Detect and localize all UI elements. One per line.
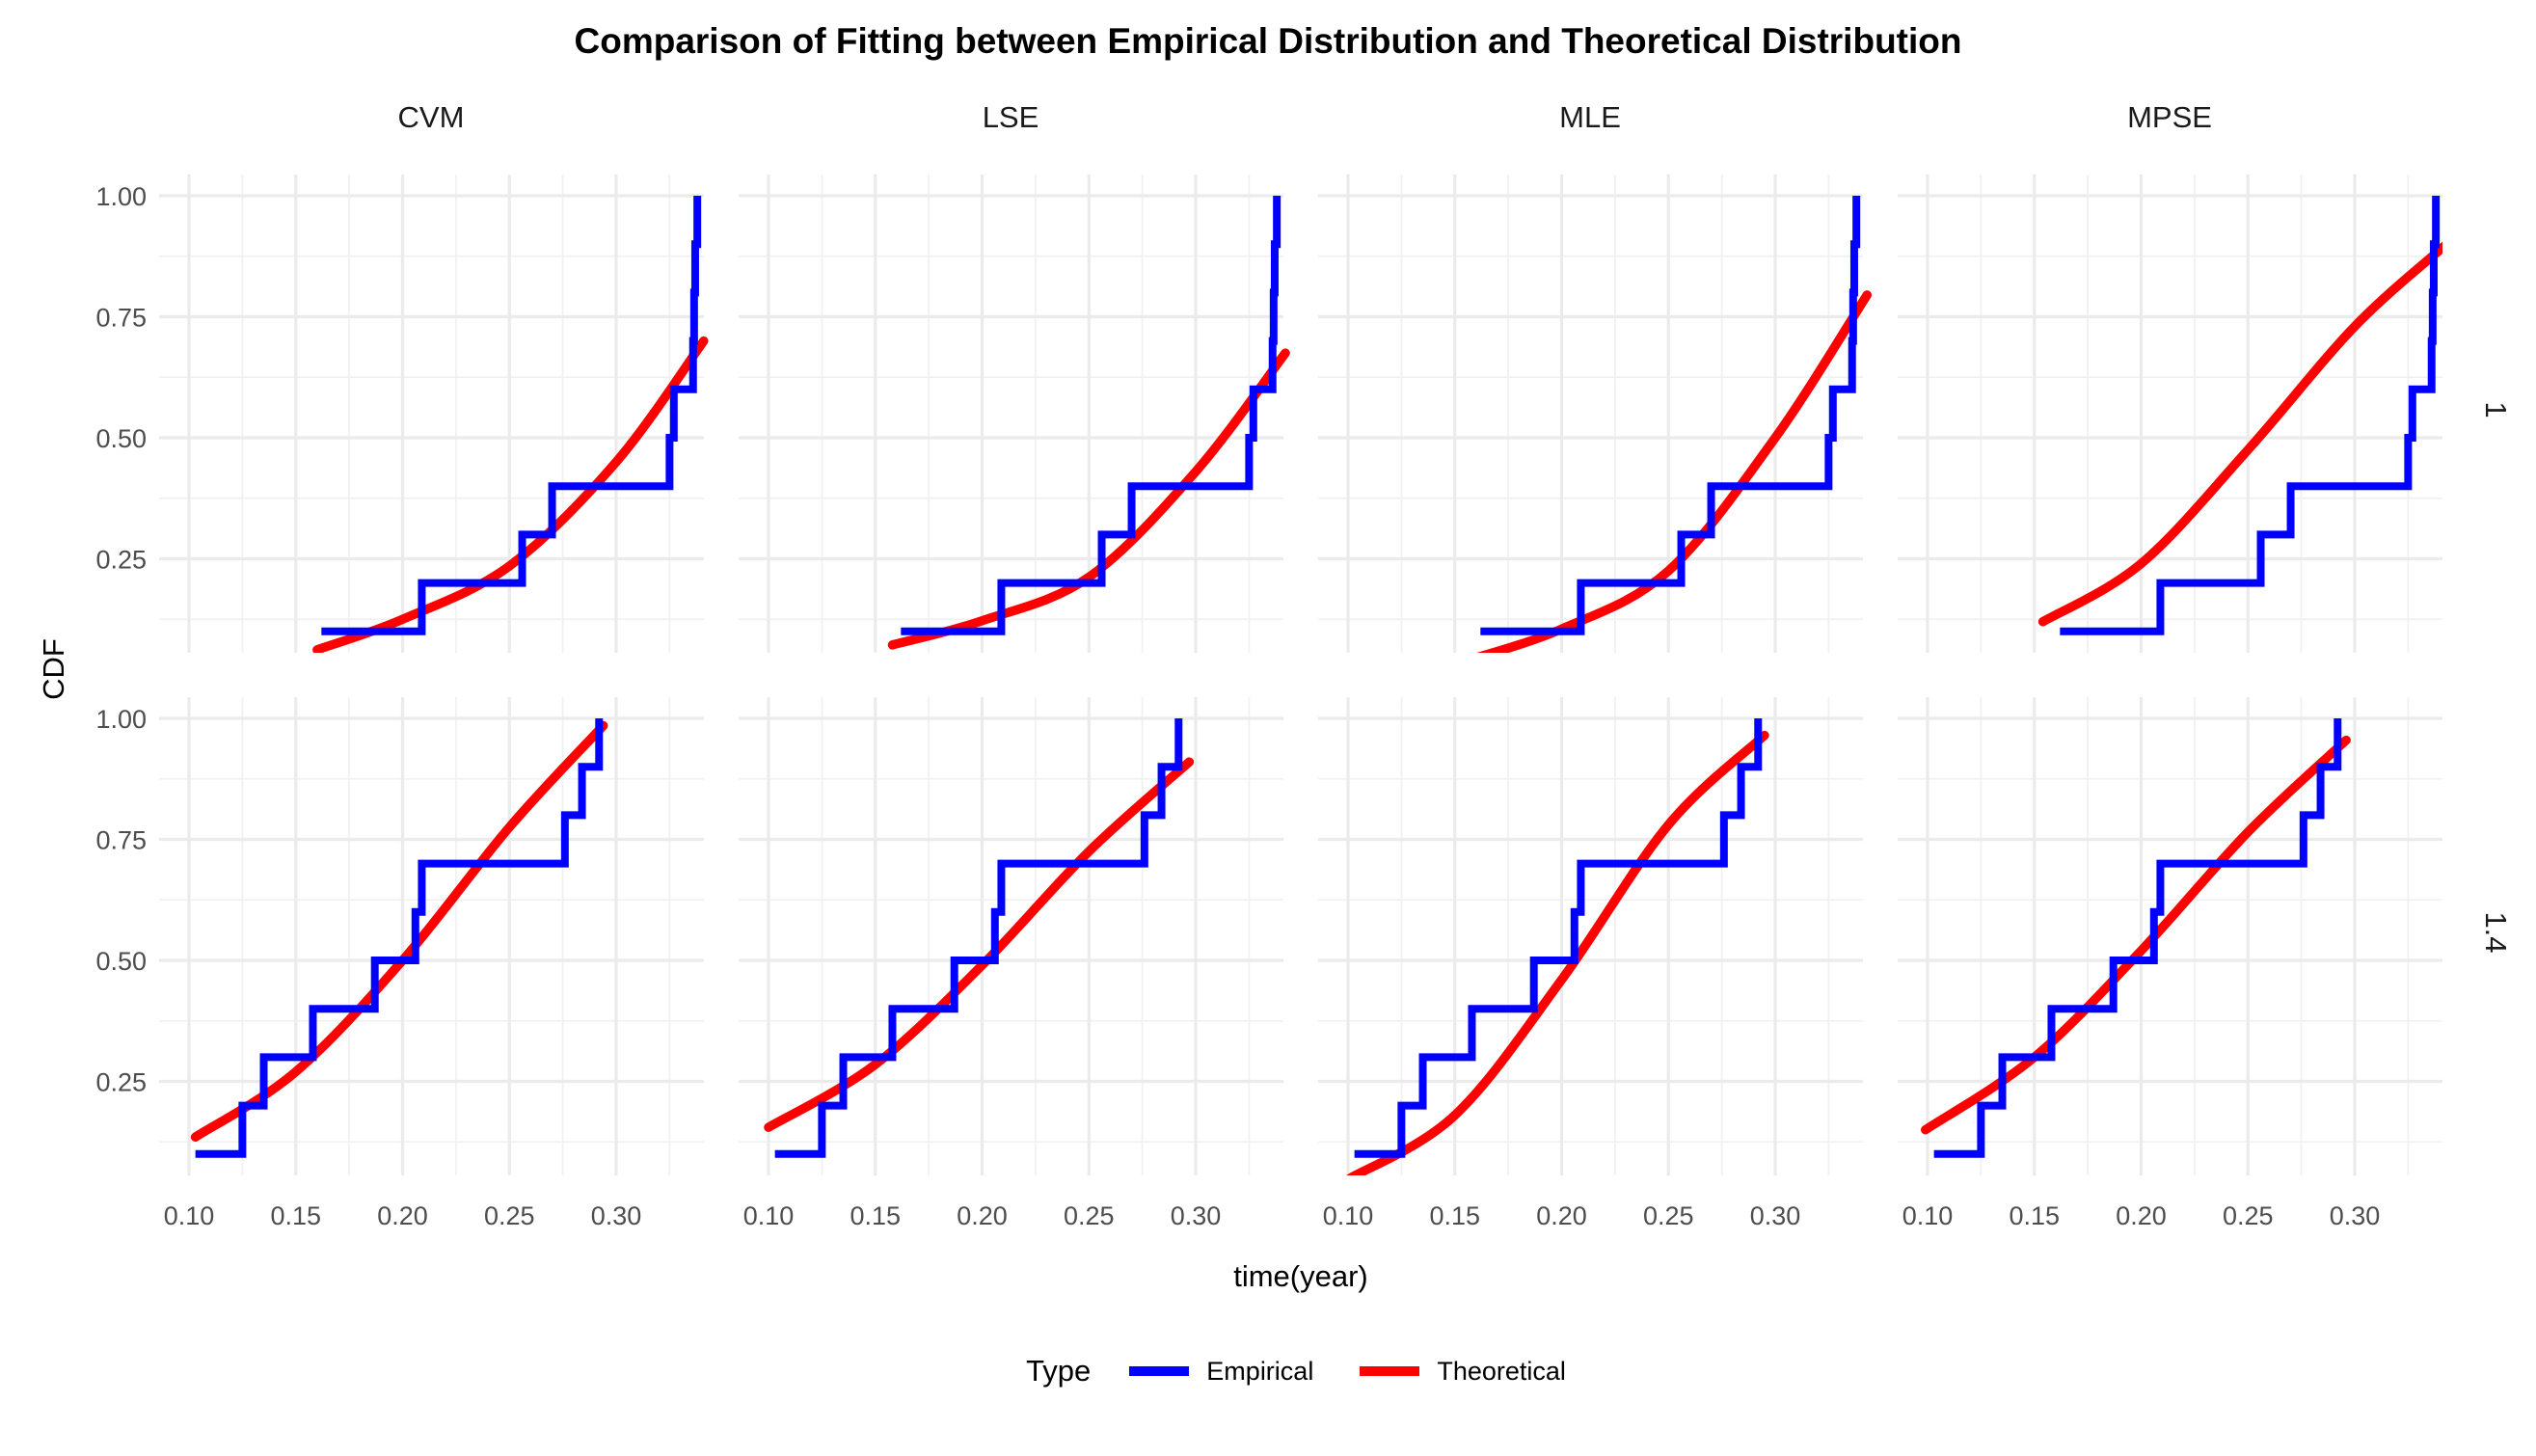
x-tick-label: 0.10 (1323, 1201, 1374, 1230)
y-tick-label: 0.50 (95, 424, 147, 453)
chart-title: Comparison of Fitting between Empirical … (574, 21, 1962, 61)
x-tick-label: 0.30 (591, 1201, 642, 1230)
empirical-step-line-LSE-1.4 (774, 718, 1183, 1158)
y-tick-label: 0.50 (95, 947, 147, 976)
x-tick-label: 0.30 (1171, 1201, 1222, 1230)
x-tick-label: 0.20 (377, 1201, 428, 1230)
x-tick-label: 0.30 (2330, 1201, 2381, 1230)
theoretical-legend-key-icon (1360, 1366, 1420, 1376)
empirical-step-line-MPSE-1.4 (1933, 718, 2342, 1158)
x-tick-label: 0.15 (270, 1201, 321, 1230)
x-tick-label: 0.20 (957, 1201, 1008, 1230)
x-tick-label: 0.15 (2009, 1201, 2060, 1230)
facet-column-label-cvm: CVM (397, 100, 465, 134)
legend-item-empirical: Empirical (1129, 1357, 1313, 1387)
x-tick-label: 0.30 (1750, 1201, 1801, 1230)
theoretical-curve-CVM-1 (312, 336, 709, 653)
y-tick-label: 1.00 (95, 182, 147, 211)
y-tick-label: 0.75 (95, 826, 147, 855)
empirical-step-line-CVM-1.4 (195, 718, 604, 1158)
x-tick-label: 0.25 (484, 1201, 535, 1230)
y-tick-label: 1.00 (95, 705, 147, 734)
legend-label-theoretical: Theoretical (1437, 1356, 1566, 1386)
x-tick-label: 0.20 (1536, 1201, 1587, 1230)
facet-column-label-mle: MLE (1559, 100, 1621, 134)
x-tick-label: 0.25 (1064, 1201, 1115, 1230)
x-tick-label: 0.10 (164, 1201, 215, 1230)
x-tick-label: 0.15 (850, 1201, 901, 1230)
x-axis-title: time(year) (1233, 1259, 1368, 1293)
theoretical-curve-MLE-1.4 (1346, 730, 1769, 1175)
panel-MPSE-1.4 (1898, 697, 2442, 1175)
legend-item-theoretical: Theoretical (1360, 1357, 1566, 1387)
empirical-step-line-MPSE-1 (2060, 196, 2441, 635)
empirical-step-line-MLE-1 (1480, 196, 1861, 635)
legend: Type Empirical Theoretical (0, 1354, 2536, 1389)
panel-CVM-1.4 (159, 697, 704, 1175)
panel-LSE-1 (739, 175, 1283, 653)
empirical-step-line-MLE-1.4 (1354, 718, 1763, 1158)
empirical-step-line-LSE-1 (901, 196, 1281, 635)
empirical-legend-key-icon (1129, 1366, 1190, 1376)
x-tick-label: 0.25 (2223, 1201, 2274, 1230)
panel-CVM-1 (159, 175, 704, 653)
panel-MPSE-1 (1898, 175, 2442, 653)
y-tick-label: 0.25 (95, 1068, 147, 1097)
y-tick-label: 0.25 (95, 546, 147, 575)
facet-column-label-mpse: MPSE (2127, 100, 2212, 134)
x-tick-label: 0.15 (1429, 1201, 1480, 1230)
y-tick-label: 0.75 (95, 304, 147, 333)
legend-label-empirical: Empirical (1206, 1356, 1314, 1386)
theoretical-curve-LSE-1 (887, 348, 1290, 650)
panel-MLE-1 (1318, 175, 1863, 653)
legend-title: Type (1026, 1354, 1092, 1388)
x-tick-label: 0.10 (743, 1201, 795, 1230)
theoretical-curve-MPSE-1 (2037, 241, 2442, 627)
facet-column-label-lse: LSE (982, 100, 1039, 134)
x-tick-label: 0.20 (2116, 1201, 2167, 1230)
x-tick-label: 0.10 (1902, 1201, 1954, 1230)
x-tick-label: 0.25 (1643, 1201, 1694, 1230)
empirical-step-line-CVM-1 (321, 196, 702, 635)
